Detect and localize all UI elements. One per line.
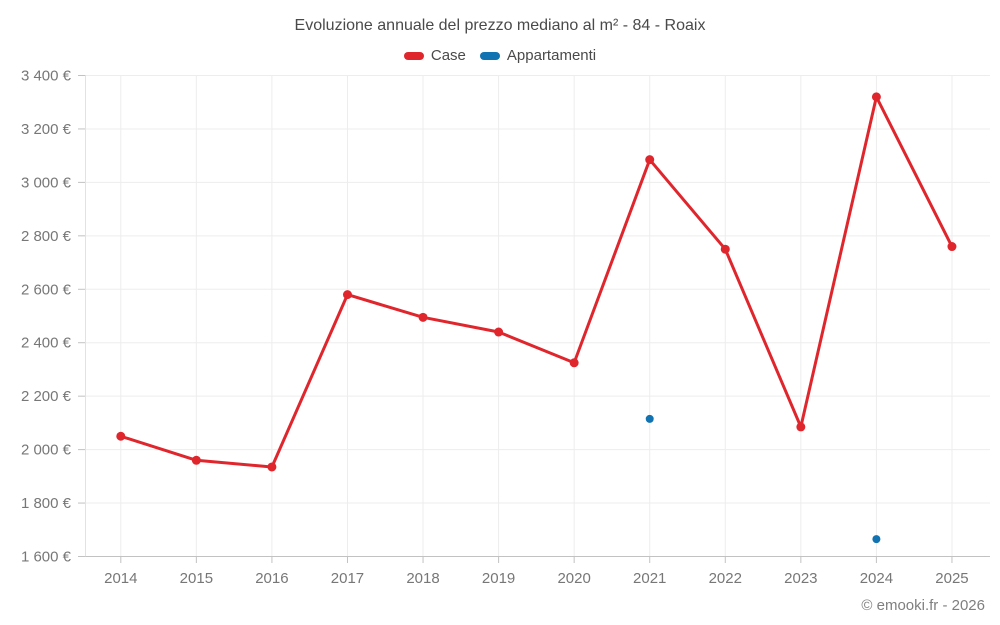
x-axis-label: 2015 <box>180 570 213 587</box>
case-point-2019[interactable] <box>494 327 504 337</box>
appartamenti-point-2021[interactable] <box>645 414 654 423</box>
legend: Case Appartamenti <box>0 47 1000 64</box>
legend-item-case-label: Case <box>430 47 466 64</box>
case-point-2017[interactable] <box>342 290 352 300</box>
case-point-2024[interactable] <box>871 92 881 102</box>
case-point-2018[interactable] <box>418 312 428 322</box>
x-axis-label: 2016 <box>255 570 288 587</box>
case-point-2015[interactable] <box>191 455 201 465</box>
appartamenti-point-2024[interactable] <box>872 535 881 544</box>
x-axis-label: 2020 <box>557 570 590 587</box>
case-series-swatch-icon <box>403 51 424 60</box>
x-axis-label: 2014 <box>104 570 137 587</box>
x-axis-label: 2021 <box>633 570 666 587</box>
copyright-credit: © emooki.fr - 2026 <box>861 597 985 614</box>
case-point-2016[interactable] <box>267 462 277 472</box>
case-point-2021[interactable] <box>645 155 655 165</box>
y-axis-label: 2 600 € <box>21 281 72 298</box>
legend-item-appartamenti-label: Appartamenti <box>506 47 597 64</box>
case-point-2025[interactable] <box>947 242 957 252</box>
chart-title: Evoluzione annuale del prezzo mediano al… <box>294 17 706 34</box>
x-axis-label: 2017 <box>331 570 364 587</box>
y-axis-label: 2 200 € <box>21 388 72 405</box>
x-axis-label: 2025 <box>935 570 968 587</box>
x-axis-label: 2023 <box>784 570 817 587</box>
x-axis-label: 2018 <box>406 570 439 587</box>
x-axis-label: 2019 <box>482 570 515 587</box>
legend-item-case[interactable]: Case <box>403 47 466 64</box>
case-point-2020[interactable] <box>569 358 579 368</box>
appartamenti-series-swatch-icon <box>479 51 500 60</box>
y-axis-label: 1 800 € <box>21 495 72 512</box>
y-axis-label: 2 000 € <box>21 442 72 459</box>
case-point-2022[interactable] <box>720 244 730 254</box>
y-axis-label: 3 000 € <box>21 174 72 191</box>
y-axis-label: 3 400 € <box>21 68 72 85</box>
case-line <box>119 95 954 469</box>
y-axis-label: 1 600 € <box>21 549 72 566</box>
legend-item-appartamenti[interactable]: Appartamenti <box>479 47 597 64</box>
y-axis-label: 2 800 € <box>21 228 72 245</box>
y-axis-label: 3 200 € <box>21 121 72 138</box>
case-point-2023[interactable] <box>796 422 806 432</box>
x-axis-label: 2022 <box>709 570 742 587</box>
x-axis-label: 2024 <box>860 570 893 587</box>
case-point-2014[interactable] <box>116 431 126 441</box>
y-axis-label: 2 400 € <box>21 335 72 352</box>
